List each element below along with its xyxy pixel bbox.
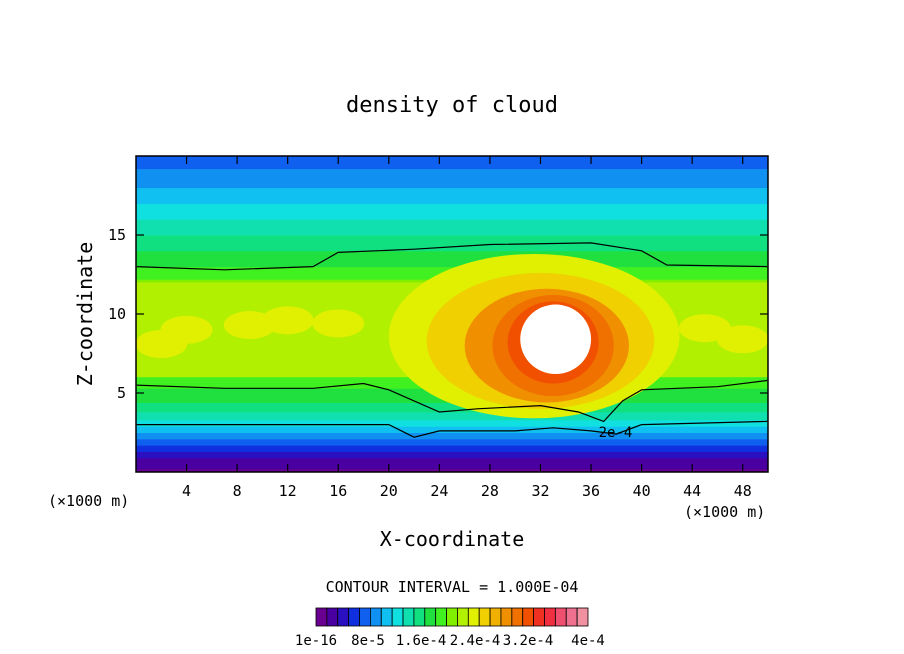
x-tick-label: 8	[233, 482, 242, 500]
contour-line	[136, 379, 768, 423]
contour-band	[136, 438, 768, 446]
x-tick-label: 36	[582, 482, 600, 500]
colorbar-label: 3.2e-4	[503, 633, 554, 649]
colorbar-swatch	[369, 607, 382, 627]
cloud-patch	[261, 306, 314, 335]
x-tick-label: 12	[279, 482, 297, 500]
contour-band	[136, 457, 768, 470]
contour-line	[136, 420, 768, 438]
colorbar-swatch	[565, 607, 578, 627]
colorbar-swatch	[522, 607, 534, 627]
x-tick-label: 48	[734, 482, 752, 500]
x-tick-label: 44	[683, 482, 701, 500]
y-tick-label: 5	[117, 384, 126, 402]
x-tick-label: 20	[380, 482, 398, 500]
colorbar-swatch	[380, 607, 393, 627]
colorbar-swatch	[413, 607, 426, 627]
contour-line	[136, 242, 768, 271]
colorbar-swatch	[457, 607, 469, 627]
contour-band	[136, 168, 768, 189]
contour-band	[136, 156, 768, 170]
colorbar-swatch	[435, 607, 447, 627]
contour-band	[136, 235, 768, 252]
colorbar-swatch	[467, 607, 480, 627]
colorbar	[315, 607, 589, 627]
colorbar-labels: 1e-16 8e-5 1.6e-4 2.4e-4 3.2e-4 4e-4	[295, 633, 605, 649]
contour-band	[136, 432, 768, 440]
contour-band	[136, 402, 768, 413]
colorbar-swatch	[359, 607, 371, 627]
colorbar-swatch	[348, 607, 360, 627]
contour-band	[136, 250, 768, 268]
x-tick-label: 32	[531, 482, 549, 500]
colorbar-swatch	[337, 607, 350, 627]
contour-band	[136, 411, 768, 421]
x-axis-label: X-coordinate	[380, 527, 525, 551]
colorbar-swatch	[511, 607, 524, 627]
x-tick-label: 28	[481, 482, 499, 500]
colorbar-swatch	[533, 607, 545, 627]
x-tick-label: 4	[182, 482, 191, 500]
colorbar-swatch	[489, 607, 502, 627]
colorbar-swatch	[500, 607, 513, 627]
colorbar-swatch	[446, 607, 458, 627]
colorbar-swatch	[424, 607, 437, 627]
colorbar-swatch	[576, 607, 589, 627]
colorbar-swatch	[544, 607, 556, 627]
x-tick-label: 40	[633, 482, 651, 500]
colorbar-label: 2.4e-4	[450, 633, 501, 649]
plot-area: 2e-4	[136, 156, 768, 472]
y-axis-label: Z-coordinate	[73, 242, 97, 387]
contour-band	[136, 468, 768, 472]
colorbar-label: 1.6e-4	[396, 633, 447, 649]
y-tick-label: 10	[108, 305, 126, 323]
colorbar-swatch	[554, 607, 567, 627]
contour-interval-text: CONTOUR INTERVAL = 1.000E-04	[326, 578, 579, 596]
chart-title: density of cloud	[346, 93, 558, 118]
colorbar-swatch	[478, 607, 491, 627]
colorbar-swatch	[315, 607, 328, 627]
colorbar-label: 1e-16	[295, 633, 337, 649]
colorbar-swatch	[402, 607, 415, 627]
contour-band	[136, 203, 768, 220]
contour-band	[136, 419, 768, 427]
cloud-patch	[312, 309, 365, 338]
x-tick-label: 24	[430, 482, 448, 500]
x-axis-unit: (×1000 m)	[684, 503, 765, 521]
contour-band	[136, 426, 768, 433]
y-axis-unit: (×1000 m)	[48, 492, 129, 510]
y-tick-label: 15	[108, 226, 126, 244]
x-tick-label: 16	[329, 482, 347, 500]
x-axis-ticks: 4 8 12 16 20 24 28 32 36 40 44 48	[182, 156, 752, 500]
cloud-patch	[136, 330, 188, 359]
contour-label: 2e-4	[599, 425, 633, 441]
colorbar-swatch	[391, 607, 404, 627]
y-axis-ticks: 5 10 15	[108, 226, 768, 402]
cloud-core-region	[520, 304, 592, 375]
colorbar-swatch	[326, 607, 339, 627]
contour-band	[136, 445, 768, 452]
colorbar-label: 8e-5	[351, 633, 385, 649]
contour-band	[136, 219, 768, 236]
contour-band	[136, 451, 768, 459]
cloud-patch	[678, 314, 731, 343]
contour-band	[136, 187, 768, 204]
colorbar-label: 4e-4	[571, 633, 605, 649]
cloud-patch	[716, 325, 768, 354]
